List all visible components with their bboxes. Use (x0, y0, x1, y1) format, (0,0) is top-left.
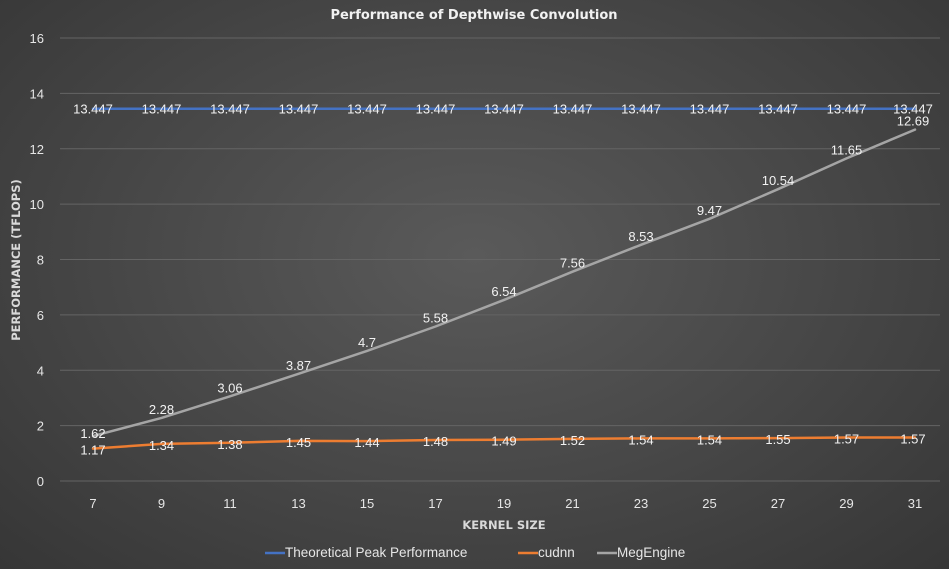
data-label-cudnn: 1.57 (834, 432, 859, 447)
data-label-cudnn: 1.45 (286, 435, 311, 450)
data-label-cudnn: 1.54 (697, 432, 722, 447)
legend-label-theoretical-peak: Theoretical Peak Performance (285, 545, 467, 560)
data-label-theoretical-peak: 13.447 (142, 102, 182, 117)
y-tick-label: 10 (30, 197, 44, 212)
y-axis-ticks: 0 2 4 6 8 10 12 14 16 (30, 31, 44, 489)
data-label-theoretical-peak: 13.447 (690, 102, 730, 117)
data-labels: 13.447 13.447 13.447 13.447 13.447 13.447 13.4… (73, 102, 933, 458)
x-tick-label: 15 (360, 496, 374, 511)
x-axis-ticks: 7 9 11 13 15 17 19 21 23 25 27 29 31 (89, 496, 922, 511)
y-tick-label: 4 (37, 363, 44, 378)
x-axis-title: KERNEL SIZE (462, 518, 545, 532)
data-label-theoretical-peak: 13.447 (279, 102, 319, 117)
data-label-theoretical-peak: 13.447 (416, 102, 456, 117)
x-tick-label: 11 (223, 496, 237, 511)
x-tick-label: 13 (291, 496, 305, 511)
gridlines (60, 37, 940, 482)
y-tick-label: 14 (30, 86, 44, 101)
y-tick-label: 0 (37, 474, 44, 489)
y-axis-title: PERFORMANCE (TFLOPS) (9, 179, 23, 341)
data-label-cudnn: 1.48 (423, 434, 448, 449)
data-label-megengine: 11.65 (831, 142, 863, 157)
data-label-megengine: 9.47 (697, 203, 722, 218)
data-label-theoretical-peak: 13.447 (621, 102, 661, 117)
x-tick-label: 7 (89, 496, 96, 511)
data-label-megengine: 12.69 (897, 114, 930, 129)
x-tick-label: 31 (908, 496, 922, 511)
data-label-megengine: 3.87 (286, 358, 311, 373)
legend: Theoretical Peak Performance cudnn MegEngi… (265, 545, 685, 560)
y-tick-label: 6 (37, 308, 44, 323)
y-tick-label: 8 (37, 253, 44, 268)
legend-label-megengine: MegEngine (617, 545, 685, 560)
data-label-megengine: 8.53 (628, 229, 653, 244)
data-label-theoretical-peak: 13.447 (347, 102, 387, 117)
data-label-cudnn: 1.54 (628, 432, 653, 447)
data-label-cudnn: 1.52 (560, 433, 585, 448)
x-tick-label: 29 (839, 496, 853, 511)
x-tick-label: 27 (771, 496, 785, 511)
data-label-cudnn: 1.17 (80, 443, 105, 458)
data-label-megengine: 3.06 (217, 380, 242, 395)
x-tick-label: 17 (428, 496, 442, 511)
data-label-theoretical-peak: 13.447 (758, 102, 798, 117)
x-tick-label: 25 (702, 496, 716, 511)
data-label-megengine: 6.54 (491, 284, 516, 299)
y-tick-label: 12 (30, 142, 44, 157)
x-tick-label: 19 (497, 496, 511, 511)
x-tick-label: 9 (158, 496, 165, 511)
data-label-cudnn: 1.57 (900, 432, 925, 447)
data-label-theoretical-peak: 13.447 (73, 102, 113, 117)
data-label-megengine: 4.7 (358, 335, 376, 350)
data-label-megengine: 2.28 (149, 402, 174, 417)
series-line-cudnn (91, 436, 917, 450)
x-tick-label: 21 (565, 496, 579, 511)
y-tick-label: 2 (37, 419, 44, 434)
data-label-cudnn: 1.34 (149, 438, 174, 453)
data-label-theoretical-peak: 13.447 (553, 102, 593, 117)
data-label-theoretical-peak: 13.447 (893, 102, 933, 117)
data-label-cudnn: 1.38 (217, 437, 242, 452)
data-label-cudnn: 1.55 (765, 432, 790, 447)
data-label-megengine: 1.62 (80, 426, 105, 441)
data-label-megengine: 5.58 (423, 311, 448, 326)
chart-title: Performance of Depthwise Convolution (330, 8, 617, 23)
x-tick-label: 23 (634, 496, 648, 511)
data-label-theoretical-peak: 13.447 (210, 102, 250, 117)
data-label-cudnn: 1.49 (491, 434, 516, 449)
data-label-theoretical-peak: 13.447 (484, 102, 524, 117)
data-label-megengine: 10.54 (762, 173, 795, 188)
legend-label-cudnn: cudnn (538, 545, 575, 560)
data-label-cudnn: 1.44 (354, 435, 379, 450)
y-tick-label: 16 (30, 31, 44, 46)
data-label-theoretical-peak: 13.447 (827, 102, 867, 117)
series-line-megengine (91, 128, 917, 438)
series-lines (91, 107, 917, 450)
data-label-megengine: 7.56 (560, 256, 585, 271)
